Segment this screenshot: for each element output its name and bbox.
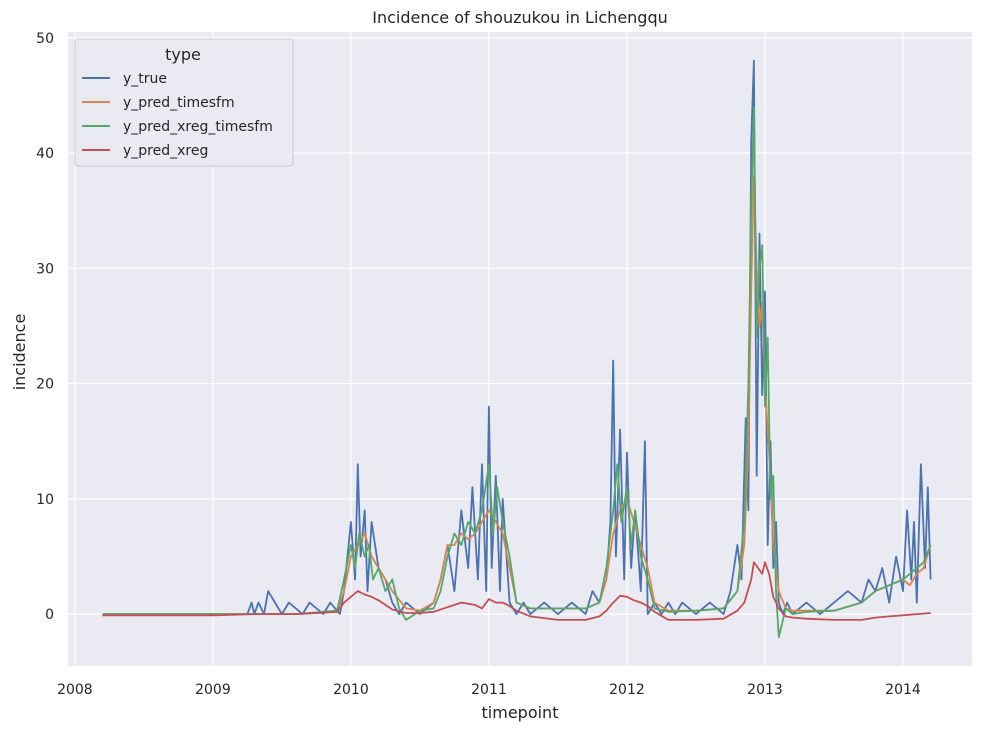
series-line-y_pred_xreg_timesfm: [102, 106, 932, 639]
y-tick-label: 20: [36, 377, 54, 393]
x-tick-label: 2011: [471, 682, 507, 698]
x-tick-label: 2010: [333, 682, 369, 698]
y-tick-label: 30: [36, 261, 54, 277]
x-tick-label: 2013: [747, 682, 783, 698]
y-tick-label: 40: [36, 146, 54, 162]
x-tick-label: 2012: [609, 682, 645, 698]
y-tick-label: 50: [36, 31, 54, 47]
y-axis-ticks: 0 10 20 30 40 50: [36, 31, 54, 623]
legend-label-y_pred_timesfm: y_pred_timesfm: [123, 95, 235, 111]
x-tick-label: 2014: [885, 682, 921, 698]
x-tick-label: 2009: [195, 682, 231, 698]
y-axis-label: incidence: [10, 314, 29, 391]
legend: type y_true y_pred_timesfm y_pred_xreg_tim…: [74, 38, 294, 167]
y-tick-label: 10: [36, 492, 54, 508]
x-axis-label: timepoint: [482, 703, 559, 722]
legend-label-y_pred_xreg: y_pred_xreg: [123, 143, 208, 159]
legend-title: type: [165, 45, 201, 64]
legend-box: [74, 38, 294, 167]
series-layer: [102, 59, 932, 639]
chart-title: Incidence of shouzukou in Lichengqu: [372, 8, 668, 27]
series-line-y_pred_xreg: [102, 561, 931, 621]
legend-label-y_pred_xreg_timesfm: y_pred_xreg_timesfm: [123, 119, 273, 135]
x-axis-ticks: 2008 2009 2010 2011 2012 2013 2014: [57, 682, 921, 698]
series-line-y_true: [102, 59, 932, 615]
x-tick-label: 2008: [57, 682, 93, 698]
legend-label-y_true: y_true: [123, 71, 167, 87]
y-tick-label: 0: [45, 607, 54, 623]
